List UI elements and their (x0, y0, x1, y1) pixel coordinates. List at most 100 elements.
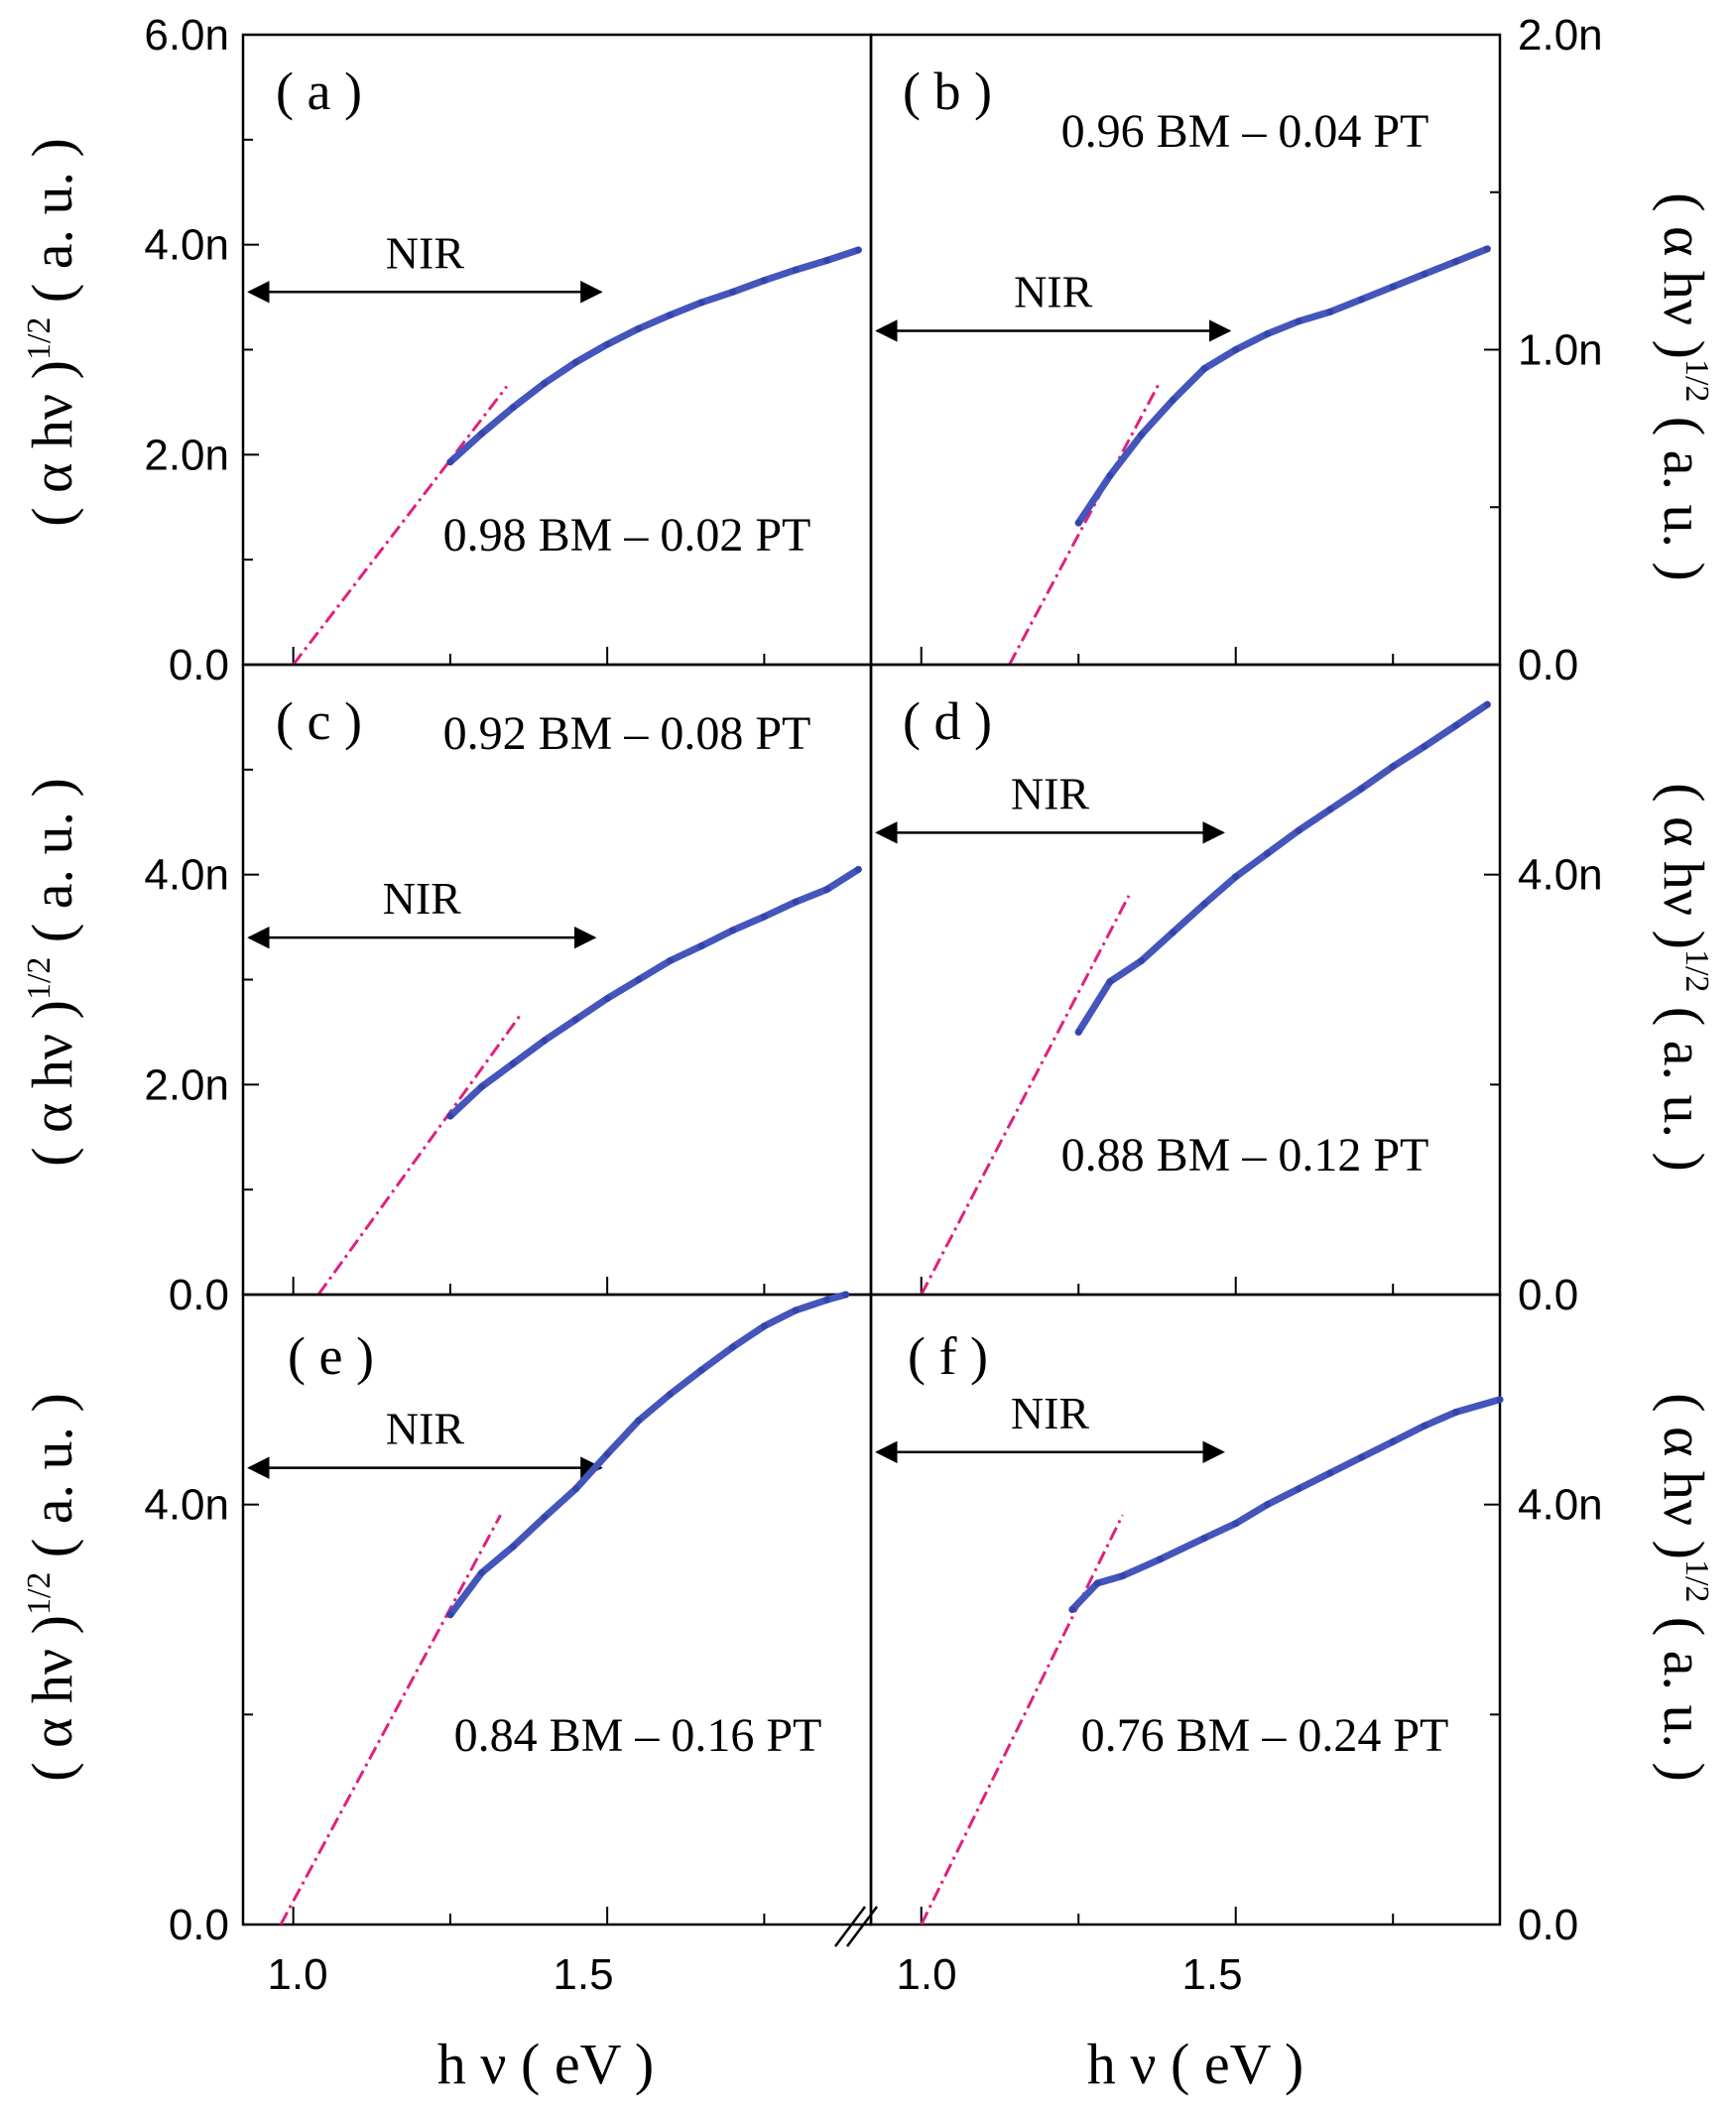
panel-f-data-point (1326, 1469, 1334, 1477)
panel-d-data-point (1263, 850, 1271, 857)
panel-f-data-point (1068, 1606, 1076, 1613)
panel-c-data-point (854, 865, 862, 873)
panel-d-data-point (1200, 900, 1208, 908)
panel-f-data-point (1093, 1579, 1101, 1587)
panel-e-data-point (571, 1485, 579, 1493)
panel-e-data-point (842, 1291, 850, 1299)
panel-c-data-point (478, 1082, 486, 1090)
panel-c-data-point (509, 1059, 517, 1067)
y-axis-title-right-middle: ( α hν )1/2 ( a. u. ) (1652, 783, 1716, 1172)
panel-c-y-tick-label: 2.0n (144, 1060, 229, 1109)
panel-b-fit-line (1008, 380, 1162, 666)
panel-c-data-point (635, 976, 643, 983)
panel-f-data-point (1119, 1572, 1127, 1580)
panel-e-fit-line (279, 1514, 502, 1926)
panel-c-composition: 0.92 BM – 0.08 PT (443, 707, 811, 760)
panel-a: 0.0 2.0n 4.0n 6.0n NIR ( a ) 0.98 BM – 0.02 PT (144, 11, 873, 689)
x-tick-label-right-2: 1.5 (1181, 1950, 1242, 1999)
x-axis-title-left: h ν ( eV ) (437, 2032, 654, 2096)
panel-b-label: ( b ) (903, 62, 992, 121)
panel-d-label: ( d ) (903, 691, 992, 751)
panel-a-y-tick-label: 4.0n (144, 221, 229, 270)
y-axis-title-left-bottom: ( α hν )1/2 ( a. u. ) (20, 1393, 84, 1782)
panel-a-data-point (541, 379, 549, 387)
panel-a-data-point (666, 311, 674, 319)
panel-f-data-point (1295, 1485, 1302, 1493)
panel-a-frame (241, 33, 873, 667)
panel-b-composition: 0.96 BM – 0.04 PT (1061, 105, 1429, 158)
panel-a-data-point (635, 324, 643, 332)
panel-b-data-point (1389, 283, 1397, 291)
panel-e-data-point (478, 1568, 486, 1576)
panel-c-data-point (697, 942, 705, 950)
panel-e-data-point (635, 1417, 643, 1425)
svg-text:( α hν )1/2 ( a. u. ): ( α hν )1/2 ( a. u. ) (1652, 1393, 1716, 1782)
panel-e-data-curve (446, 1291, 850, 1619)
panel-d-data-point (1074, 1028, 1082, 1036)
panel-a-y-tick-label: 0.0 (169, 641, 229, 689)
panel-a-data-point (446, 458, 454, 466)
y-axis-title-left-middle: ( α hν )1/2 ( a. u. ) (20, 778, 84, 1167)
panel-f-data-point (1421, 1422, 1428, 1430)
panel-b-data-point (1263, 330, 1271, 338)
panel-b-data-point (1232, 346, 1240, 353)
panel-f-fit-line (920, 1514, 1124, 1926)
panel-a-fit-line (292, 385, 509, 666)
panel-d-y-tick-label: 0.0 (1518, 1271, 1578, 1319)
panel-f: 0.0 4.0n NIR ( f ) 0.76 BM – 0.24 PT (869, 1293, 1603, 1949)
panel-e-frame (241, 1293, 873, 1927)
panel-b-nir-label: NIR (1014, 266, 1093, 316)
svg-text:( α hν )1/2 ( a. u. ): ( α hν )1/2 ( a. u. ) (1652, 192, 1716, 581)
svg-text:( α hν )1/2 ( a. u. ): ( α hν )1/2 ( a. u. ) (20, 778, 84, 1167)
panel-c-data-point (729, 927, 737, 934)
panel-a-y-tick-label: 6.0n (144, 11, 229, 60)
panel-c-data-point (760, 913, 768, 921)
panel-c: 0.0 2.0n 4.0n NIR ( c ) 0.92 BM – 0.08 PT (144, 663, 873, 1319)
panel-a-label: ( a ) (276, 62, 362, 121)
panel-d-data-point (1169, 929, 1177, 936)
panel-a-y-tick-label: 2.0n (144, 431, 229, 479)
panel-e-nir-label: NIR (386, 1404, 465, 1454)
panel-e-y-tick-label: 4.0n (144, 1481, 229, 1530)
panel-f-data-point (1496, 1396, 1504, 1404)
panel-d-data-point (1106, 978, 1114, 986)
panel-e-data-point (446, 1611, 454, 1619)
panel-d: 0.0 4.0n NIR ( d ) 0.88 BM – 0.12 PT (869, 663, 1603, 1319)
panel-f-composition: 0.76 BM – 0.24 PT (1081, 1709, 1449, 1762)
panel-b-data-point (1295, 317, 1302, 325)
panel-d-nir-label: NIR (1011, 768, 1090, 818)
panel-b: 0.0 1.0n 2.0n NIR ( b ) 0.96 BM – 0.04 PT (869, 11, 1603, 689)
panel-c-y-tick-label: 4.0n (144, 851, 229, 900)
panel-f-data-curve (1068, 1396, 1504, 1613)
panel-b-data-point (1169, 396, 1177, 404)
panel-f-y-tick-label: 0.0 (1518, 1901, 1578, 1949)
y-axis-title-left-top: ( α hν )1/2 ( a. u. ) (20, 138, 84, 527)
panel-f-label: ( f ) (908, 1326, 988, 1386)
panel-b-y-tick-label: 0.0 (1518, 641, 1578, 689)
panel-a-data-point (729, 288, 737, 296)
panel-a-data-point (697, 299, 705, 307)
panel-f-frame (869, 1293, 1502, 1927)
axis-break-mark (834, 1906, 878, 1947)
panel-e-data-point (792, 1306, 800, 1314)
panel-f-data-point (1358, 1453, 1366, 1461)
panel-f-nir-label: NIR (1011, 1388, 1090, 1438)
panel-e: 0.0 4.0n NIR( e ) 0.84 BM – 0.16 PT (144, 1291, 873, 1949)
panel-d-data-point (1138, 956, 1146, 964)
panel-f-data-point (1263, 1501, 1271, 1509)
panel-f-data-point (1452, 1409, 1460, 1417)
panel-c-data-point (603, 995, 611, 1003)
panel-a-data-point (509, 404, 517, 412)
panel-b-data-point (1200, 365, 1208, 373)
panel-b-y-tick-label: 1.0n (1518, 326, 1603, 375)
panel-f-data-point (1157, 1555, 1165, 1563)
panel-e-data-point (541, 1513, 549, 1521)
panel-e-data-point (603, 1450, 611, 1458)
panel-e-composition: 0.84 BM – 0.16 PT (454, 1709, 822, 1762)
panel-f-data-point (1232, 1520, 1240, 1528)
panel-f-data-point (1200, 1535, 1208, 1543)
panel-b-data-point (1326, 308, 1334, 315)
panel-c-y-tick-label: 0.0 (169, 1271, 229, 1319)
panel-e-data-point (666, 1391, 674, 1399)
